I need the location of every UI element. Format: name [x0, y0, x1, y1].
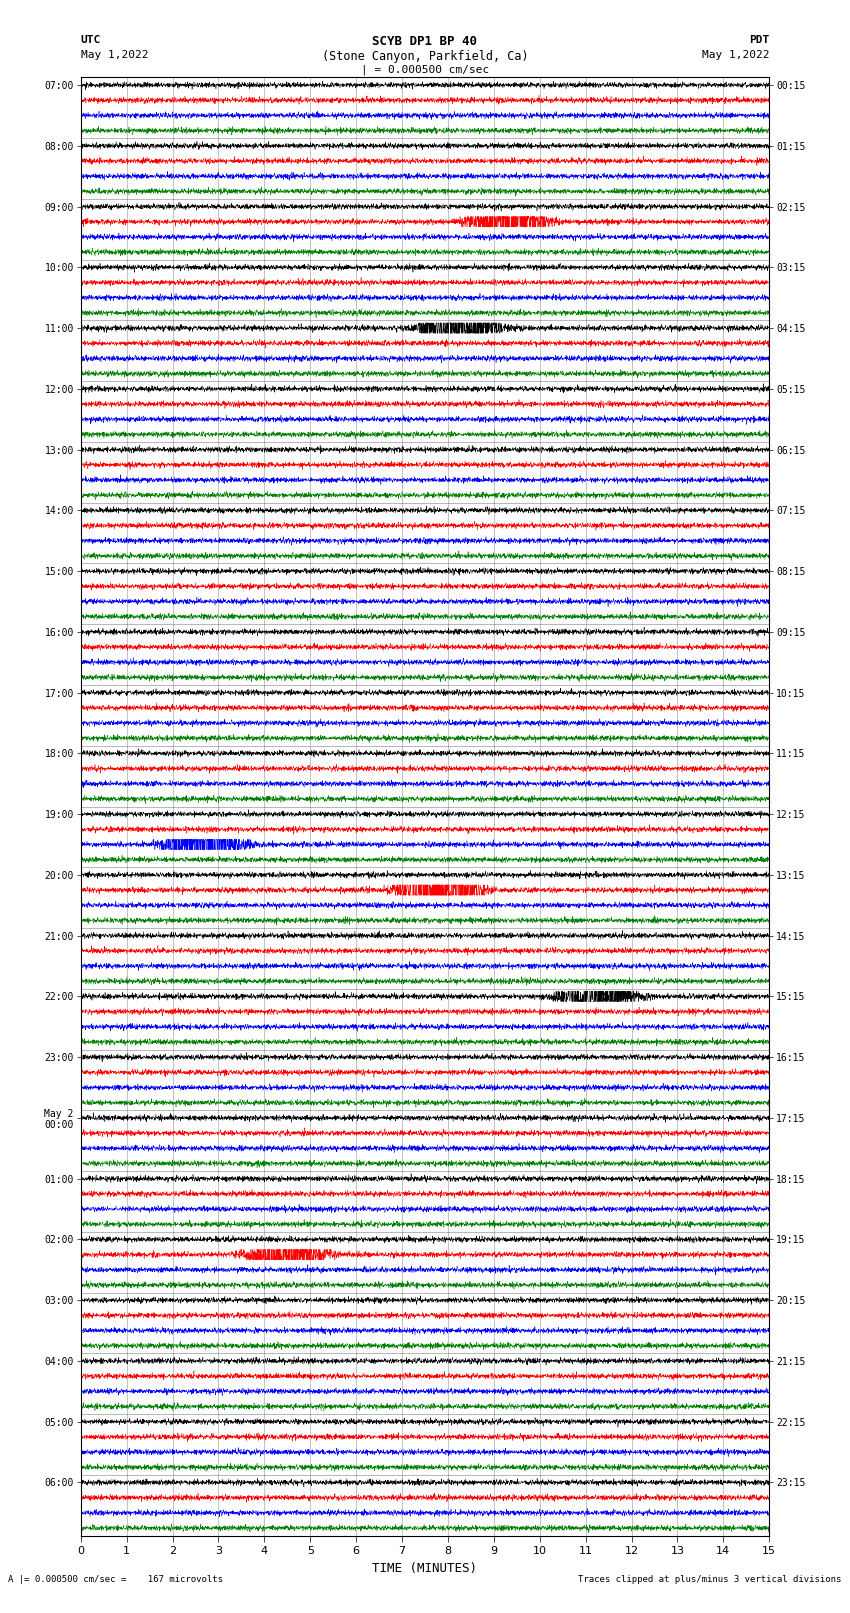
Text: Traces clipped at plus/minus 3 vertical divisions: Traces clipped at plus/minus 3 vertical …	[578, 1574, 842, 1584]
Text: May 1,2022: May 1,2022	[81, 50, 148, 60]
Text: PDT: PDT	[749, 35, 769, 45]
Text: | = 0.000500 cm/sec: | = 0.000500 cm/sec	[361, 65, 489, 76]
Text: May 1,2022: May 1,2022	[702, 50, 769, 60]
Text: UTC: UTC	[81, 35, 101, 45]
Text: (Stone Canyon, Parkfield, Ca): (Stone Canyon, Parkfield, Ca)	[321, 50, 529, 63]
Text: SCYB DP1 BP 40: SCYB DP1 BP 40	[372, 35, 478, 48]
Text: A |= 0.000500 cm/sec =    167 microvolts: A |= 0.000500 cm/sec = 167 microvolts	[8, 1574, 224, 1584]
X-axis label: TIME (MINUTES): TIME (MINUTES)	[372, 1561, 478, 1574]
